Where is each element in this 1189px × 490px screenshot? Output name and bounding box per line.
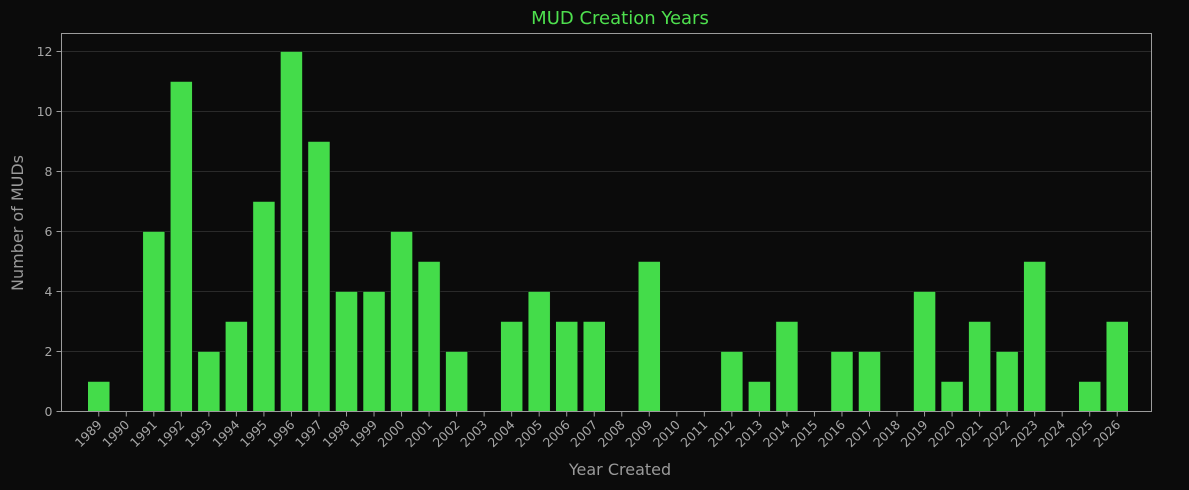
bar-2001 bbox=[417, 261, 441, 412]
bar-1993 bbox=[197, 351, 221, 412]
bar-2023 bbox=[1023, 261, 1046, 412]
bar-2020 bbox=[940, 381, 964, 412]
bar-2005 bbox=[527, 291, 551, 412]
bar-1995 bbox=[252, 201, 276, 412]
bar-2022 bbox=[995, 351, 1019, 412]
bar-2014 bbox=[775, 321, 799, 412]
bar-1997 bbox=[307, 141, 331, 412]
bar-2026 bbox=[1105, 321, 1129, 412]
y-tick-label: 6 bbox=[45, 224, 53, 239]
bar-2021 bbox=[968, 321, 991, 412]
bar-1999 bbox=[362, 291, 386, 412]
x-axis-label: Year Created bbox=[568, 460, 671, 479]
y-tick-label: 2 bbox=[45, 344, 53, 359]
bar-1998 bbox=[335, 291, 358, 412]
y-tick-label: 4 bbox=[45, 284, 53, 299]
y-tick-label: 10 bbox=[37, 104, 53, 119]
bar-1992 bbox=[170, 81, 193, 412]
bar-2007 bbox=[582, 321, 606, 412]
bar-2004 bbox=[500, 321, 523, 412]
bar-1996 bbox=[280, 51, 303, 412]
bar-2000 bbox=[390, 231, 413, 412]
y-axis-ticks: 0 2 4 6 8 10 12 bbox=[37, 44, 62, 419]
bar-2013 bbox=[748, 381, 771, 412]
bar-2016 bbox=[830, 351, 854, 412]
plot-frame bbox=[61, 33, 1152, 412]
bars bbox=[87, 51, 1129, 412]
bar-2025 bbox=[1078, 381, 1101, 412]
bar-1994 bbox=[225, 321, 248, 412]
y-tick-label: 8 bbox=[45, 164, 53, 179]
bar-2009 bbox=[638, 261, 661, 412]
bar-2002 bbox=[445, 351, 468, 412]
bar-2019 bbox=[913, 291, 936, 412]
y-tick-label: 12 bbox=[37, 44, 53, 59]
bar-1989 bbox=[87, 381, 111, 412]
bar-2006 bbox=[555, 321, 578, 412]
bar-1991 bbox=[142, 231, 166, 412]
chart-title: MUD Creation Years bbox=[531, 8, 709, 29]
y-tick-label: 0 bbox=[45, 404, 53, 419]
bar-2012 bbox=[720, 351, 744, 412]
bar-2017 bbox=[858, 351, 881, 412]
y-axis-label: Number of MUDs bbox=[8, 155, 27, 291]
